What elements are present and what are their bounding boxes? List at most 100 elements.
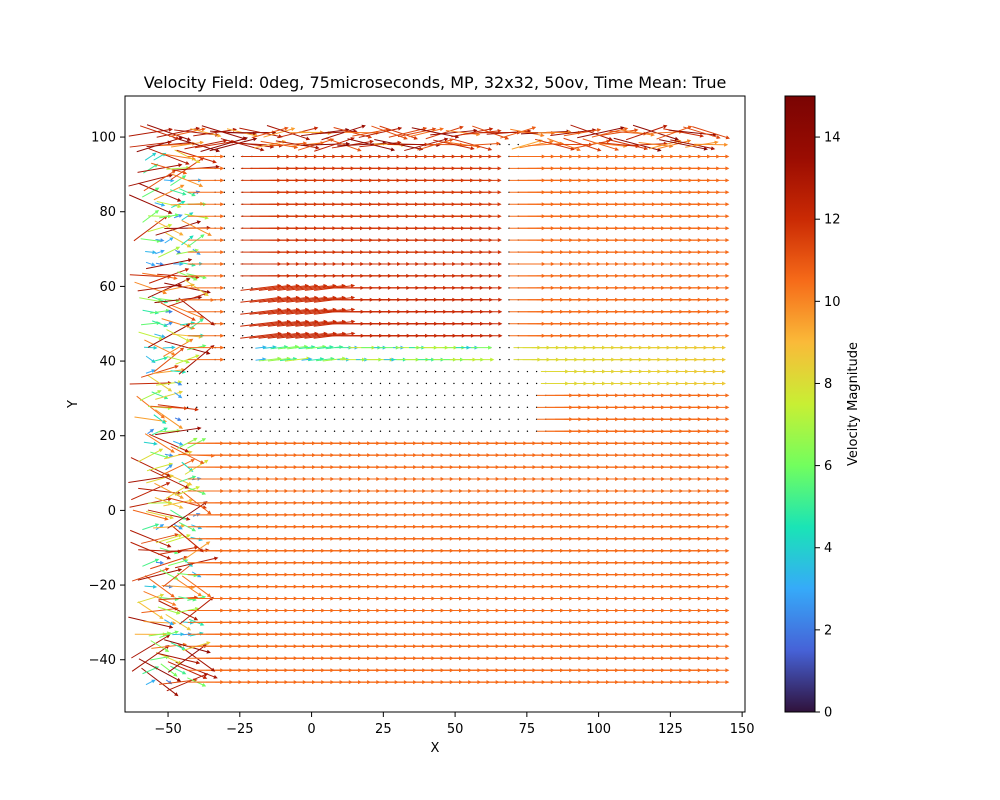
masked-point bbox=[232, 406, 235, 409]
masked-point bbox=[379, 370, 382, 373]
velocity-arrow bbox=[141, 667, 179, 697]
masked-point bbox=[379, 394, 382, 397]
velocity-arrow bbox=[142, 309, 159, 315]
masked-point bbox=[453, 406, 455, 409]
velocity-arrow bbox=[478, 130, 522, 135]
masked-point bbox=[223, 358, 226, 361]
velocity-arrow bbox=[150, 405, 189, 411]
masked-point bbox=[196, 418, 198, 421]
colorbar-tick-label: 4 bbox=[824, 541, 832, 556]
velocity-arrow bbox=[141, 365, 179, 378]
velocity-arrow bbox=[592, 142, 628, 148]
masked-point bbox=[241, 358, 244, 361]
velocity-arrow bbox=[313, 319, 356, 327]
masked-point bbox=[361, 370, 363, 373]
masked-point bbox=[214, 418, 216, 421]
masked-point bbox=[416, 394, 418, 397]
velocity-arrow bbox=[170, 369, 187, 374]
masked-point bbox=[471, 382, 474, 385]
masked-point bbox=[232, 311, 235, 313]
velocity-arrow bbox=[134, 281, 168, 295]
velocity-arrow bbox=[187, 214, 225, 219]
velocity-arrow bbox=[461, 214, 502, 219]
masked-point bbox=[517, 382, 519, 385]
velocity-arrow bbox=[286, 331, 328, 339]
velocity-arrow bbox=[137, 568, 183, 581]
masked-point bbox=[508, 418, 510, 421]
masked-point bbox=[499, 143, 501, 146]
velocity-arrow bbox=[692, 620, 730, 625]
masked-point bbox=[333, 382, 336, 385]
velocity-arrow bbox=[158, 545, 199, 555]
masked-point bbox=[297, 382, 299, 385]
velocity-arrow bbox=[295, 307, 337, 315]
masked-point bbox=[407, 370, 409, 373]
velocity-arrow bbox=[153, 524, 186, 529]
velocity-arrow bbox=[692, 321, 730, 326]
masked-point bbox=[416, 382, 418, 385]
velocity-arrow bbox=[659, 139, 708, 151]
velocity-arrow bbox=[527, 141, 564, 147]
velocity-arrow bbox=[696, 345, 726, 350]
velocity-arrow bbox=[145, 355, 156, 364]
velocity-arrow bbox=[317, 345, 334, 350]
masked-point bbox=[352, 394, 354, 397]
masked-point bbox=[343, 418, 345, 421]
masked-point bbox=[306, 394, 308, 397]
velocity-arrow bbox=[149, 308, 171, 314]
velocity-arrow bbox=[152, 320, 168, 328]
masked-point bbox=[260, 430, 262, 432]
velocity-arrow bbox=[179, 261, 196, 267]
velocity-arrow bbox=[165, 584, 173, 589]
velocity-arrow bbox=[286, 283, 328, 291]
velocity-arrow bbox=[308, 357, 325, 362]
velocity-arrow bbox=[170, 509, 187, 520]
masked-point bbox=[434, 370, 437, 373]
velocity-arrow bbox=[129, 194, 173, 214]
velocity-arrows bbox=[128, 124, 730, 697]
velocity-arrow bbox=[696, 381, 726, 386]
masked-point bbox=[444, 418, 446, 421]
velocity-arrow bbox=[313, 295, 356, 303]
masked-point bbox=[315, 406, 317, 409]
velocity-arrow bbox=[174, 417, 182, 421]
x-tick-label: 150 bbox=[730, 722, 755, 737]
velocity-arrow bbox=[136, 395, 165, 419]
x-axis-ticks: −50 −25 0 25 50 75 100 125 150 bbox=[154, 712, 755, 737]
masked-point bbox=[398, 430, 400, 432]
velocity-arrow bbox=[129, 381, 172, 385]
masked-point bbox=[315, 394, 317, 397]
masked-point bbox=[205, 406, 207, 409]
velocity-arrow bbox=[455, 345, 471, 350]
masked-point bbox=[526, 418, 529, 421]
velocity-arrow bbox=[647, 129, 684, 134]
velocity-arrow bbox=[692, 393, 730, 398]
masked-point bbox=[251, 334, 253, 337]
velocity-arrow bbox=[520, 129, 571, 135]
y-tick-label: 80 bbox=[99, 205, 116, 220]
velocity-arrow bbox=[153, 347, 185, 373]
masked-point bbox=[453, 430, 455, 432]
velocity-arrow bbox=[187, 190, 225, 195]
velocity-arrow bbox=[144, 584, 158, 589]
masked-point bbox=[223, 334, 226, 337]
velocity-arrow bbox=[155, 249, 165, 255]
velocity-arrow bbox=[177, 271, 198, 281]
velocity-arrow bbox=[187, 154, 225, 159]
velocity-arrow bbox=[134, 632, 167, 637]
velocity-arrow bbox=[553, 142, 593, 147]
velocity-arrow bbox=[146, 511, 174, 520]
velocity-arrow bbox=[304, 319, 347, 327]
velocity-arrow bbox=[160, 153, 197, 161]
masked-point bbox=[324, 430, 327, 432]
velocity-arrow bbox=[187, 202, 225, 207]
masked-point bbox=[508, 370, 510, 373]
velocity-arrow bbox=[158, 595, 199, 601]
masked-point bbox=[287, 370, 290, 373]
masked-point bbox=[223, 263, 226, 265]
velocity-arrow bbox=[132, 567, 170, 582]
masked-point bbox=[196, 394, 198, 397]
masked-point bbox=[489, 382, 492, 385]
velocity-arrow bbox=[359, 140, 402, 148]
masked-point bbox=[489, 418, 492, 421]
